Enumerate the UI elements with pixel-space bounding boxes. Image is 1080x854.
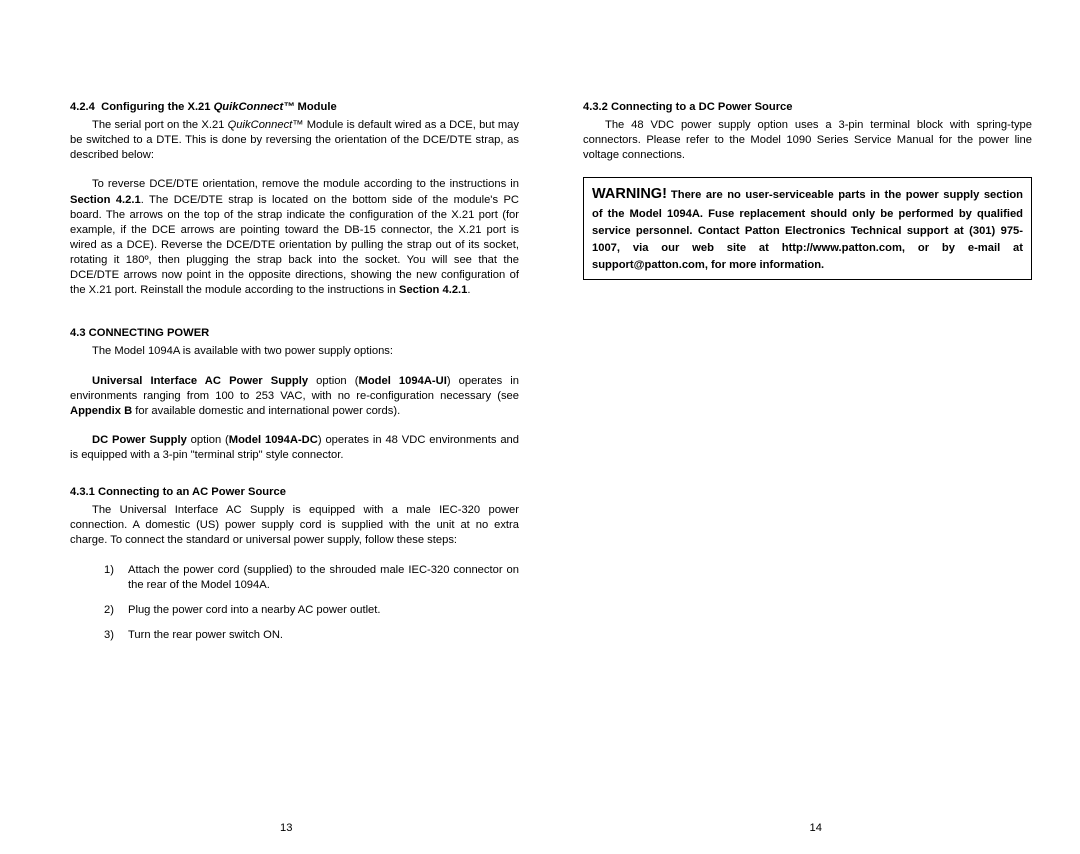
section-ref: Section 4.2.1 bbox=[399, 284, 467, 296]
text: The serial port on the X.21 bbox=[92, 119, 228, 131]
heading-number: 4.2.4 bbox=[70, 101, 95, 113]
page-number-left: 13 bbox=[280, 822, 292, 834]
heading-text-a: Configuring the X.21 bbox=[101, 101, 214, 113]
para-4-3-1: The Universal Interface AC Supply is equ… bbox=[70, 503, 519, 548]
list-item: 3) Turn the rear power switch ON. bbox=[104, 628, 519, 643]
label: DC Power Supply bbox=[92, 434, 187, 446]
page-number-right: 14 bbox=[810, 822, 822, 834]
label: Universal Interface AC Power Supply bbox=[92, 375, 308, 387]
step-number: 3) bbox=[104, 628, 128, 643]
step-number: 1) bbox=[104, 563, 128, 593]
para-dc-option: DC Power Supply option (Model 1094A-DC) … bbox=[70, 433, 519, 463]
text: . bbox=[467, 284, 470, 296]
text: option ( bbox=[308, 375, 358, 387]
list-item: 2) Plug the power cord into a nearby AC … bbox=[104, 603, 519, 618]
step-text: Attach the power cord (supplied) to the … bbox=[128, 563, 519, 593]
text: To reverse DCE/DTE orientation, remove t… bbox=[92, 178, 519, 190]
heading-4-3-1: 4.3.1 Connecting to an AC Power Source bbox=[70, 485, 519, 500]
para-4-2-4-1: The serial port on the X.21 QuikConnect™… bbox=[70, 118, 519, 163]
page-right: 4.3.2 Connecting to a DC Power Source Th… bbox=[583, 100, 1032, 653]
warning-box: WARNING!There are no user-serviceable pa… bbox=[583, 177, 1032, 280]
para-4-3-2: The 48 VDC power supply option uses a 3-… bbox=[583, 118, 1032, 163]
section-ref: Section 4.2.1 bbox=[70, 194, 141, 206]
quikconnect-tm: QuikConnect™ bbox=[228, 119, 304, 131]
appendix-ref: Appendix B bbox=[70, 405, 132, 417]
steps-list: 1) Attach the power cord (supplied) to t… bbox=[104, 563, 519, 643]
two-page-spread: 4.2.4 Configuring the X.21 QuikConnect™ … bbox=[0, 0, 1080, 673]
text: for available domestic and international… bbox=[132, 405, 400, 417]
text: . The DCE/DTE strap is located on the bo… bbox=[70, 194, 519, 297]
step-number: 2) bbox=[104, 603, 128, 618]
page-left: 4.2.4 Configuring the X.21 QuikConnect™ … bbox=[70, 100, 519, 653]
step-text: Plug the power cord into a nearby AC pow… bbox=[128, 603, 519, 618]
text: option ( bbox=[187, 434, 229, 446]
quikconnect-tm: QuikConnect™ bbox=[214, 101, 295, 113]
heading-4-2-4: 4.2.4 Configuring the X.21 QuikConnect™ … bbox=[70, 100, 519, 115]
heading-text-b: Module bbox=[294, 101, 336, 113]
heading-4-3-2: 4.3.2 Connecting to a DC Power Source bbox=[583, 100, 1032, 115]
list-item: 1) Attach the power cord (supplied) to t… bbox=[104, 563, 519, 593]
para-4-2-4-2: To reverse DCE/DTE orientation, remove t… bbox=[70, 177, 519, 298]
heading-4-3: 4.3 CONNECTING POWER bbox=[70, 326, 519, 341]
para-4-3-intro: The Model 1094A is available with two po… bbox=[70, 344, 519, 359]
warning-title: WARNING! bbox=[592, 186, 667, 202]
model: Model 1094A-DC bbox=[229, 434, 318, 446]
model: Model 1094A-UI bbox=[359, 375, 447, 387]
para-ac-option: Universal Interface AC Power Supply opti… bbox=[70, 374, 519, 419]
step-text: Turn the rear power switch ON. bbox=[128, 628, 519, 643]
